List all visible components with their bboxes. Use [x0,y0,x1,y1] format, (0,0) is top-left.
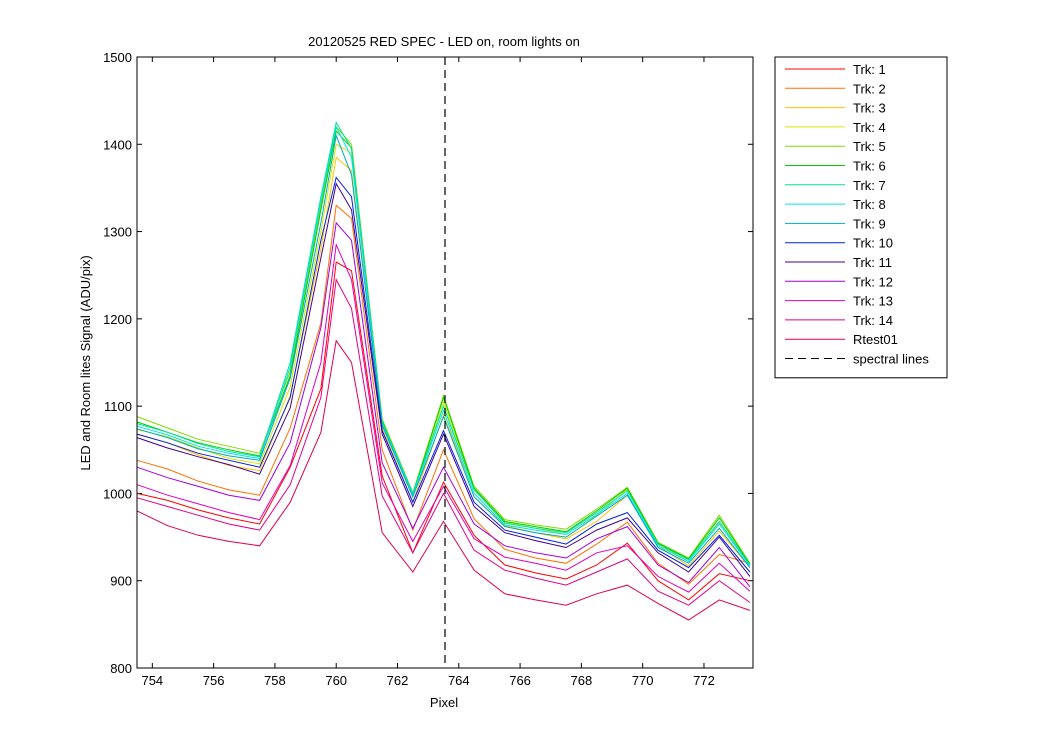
y-tick-label: 1500 [103,50,132,65]
series-line-1 [136,261,751,601]
x-tick-label: 762 [387,673,409,688]
y-tick-label: 1300 [103,225,132,240]
legend-label: spectral lines [853,352,929,367]
legend-label: Trk: 8 [853,197,886,212]
y-tick-label: 900 [110,574,132,589]
legend-label: Trk: 7 [853,178,886,193]
x-tick-label: 764 [448,673,470,688]
series-line-12 [136,221,751,588]
series-line-13 [136,242,751,593]
y-axis-label: LED and Room lites Signal (ADU/pix) [78,255,93,470]
series-line-6 [136,130,751,565]
series-line-5 [136,125,751,564]
series-line-7 [136,121,751,566]
legend-label: Trk: 14 [853,313,893,328]
legend-label: Trk: 9 [853,216,886,231]
x-tick-label: 772 [693,673,715,688]
legend-label: Trk: 11 [853,255,892,270]
x-axis-label: Pixel [430,695,458,710]
legend-label: Trk: 3 [853,101,886,116]
chart-title: 20120525 RED SPEC - LED on, room lights … [308,34,580,49]
legend-label: Trk: 1 [853,62,886,77]
series-line-2 [136,204,751,585]
y-tick-label: 800 [110,661,132,676]
legend-label: Trk: 13 [853,294,893,309]
x-tick-label: 768 [571,673,593,688]
legend-label: Rtest01 [853,332,898,347]
series-line-8 [136,125,751,567]
series-line-3 [136,156,751,568]
legend-label: Trk: 6 [853,159,886,174]
legend: Trk: 1 Trk: 2 Trk: 3 Trk: 4 Trk: 5 Trk: 6 Trk:… [774,56,948,379]
y-tick-label: 1200 [103,312,132,327]
series-line-11 [136,182,751,577]
series-line-15 [136,339,751,621]
plot-frame [136,56,754,669]
series-line-4 [136,143,751,566]
x-tick-label: 756 [203,673,225,688]
x-tick-label: 770 [632,673,654,688]
legend-label: Trk: 12 [853,274,893,289]
series-line-9 [136,133,751,568]
legend-box [774,56,948,379]
legend-label: Trk: 5 [853,139,886,154]
x-tick-label: 754 [141,673,163,688]
series-line-14 [136,277,751,606]
y-tick-label: 1000 [103,486,132,501]
y-tick-label: 1400 [103,137,132,152]
legend-label: Trk: 2 [853,81,886,96]
legend-label: Trk: 4 [853,120,886,135]
plot-area: 754 756 758 760 762 764 766 768 770 772 800 900 1000… [103,50,753,688]
x-tick-label: 758 [264,673,286,688]
x-tick-label: 760 [325,673,347,688]
y-tick-label: 1100 [104,399,132,414]
legend-label: Trk: 10 [853,236,893,251]
x-tick-label: 766 [509,673,531,688]
series-line-10 [136,176,751,573]
